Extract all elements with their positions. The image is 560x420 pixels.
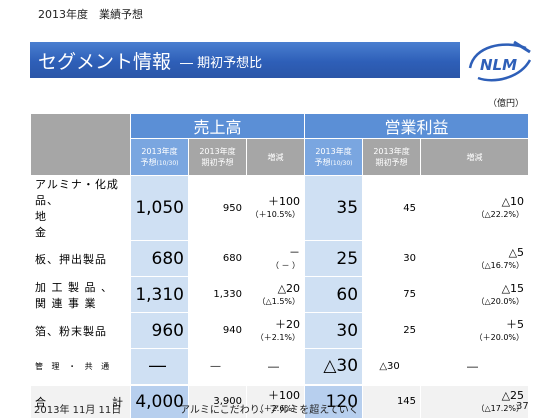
profit-forecast-value: 60 — [304, 276, 364, 313]
sales-forecast-value: 960 — [130, 312, 189, 349]
top-label: 2013年度 業績予想 — [38, 8, 143, 21]
table-row: 管 理 ・ 共 通 ― ― ― △30 △30 ― — [30, 348, 530, 385]
profit-change-value: △5 （△16.7%） — [420, 240, 530, 277]
sales-forecast-value: 1,310 — [130, 276, 189, 313]
profit-forecast-value: 25 — [304, 240, 364, 277]
col-sales-forecast: 2013年度 予想(10/30) — [130, 138, 189, 176]
sub-header-row: 2013年度 予想(10/30) 2013年度 期初予想 増減 2013年度 予想… — [31, 138, 530, 176]
profit-change-value: △10 （△22.2%） — [420, 175, 530, 241]
profit-initial-value: 75 — [362, 276, 422, 313]
sales-change-value: －（ － ） — [245, 240, 306, 277]
profit-change-value: ― — [420, 348, 530, 385]
segment-table: 売上高 営業利益 2013年度 予想(10/30) 2013年度 期初予想 増減 … — [30, 113, 530, 419]
sales-initial-value: ― — [188, 348, 247, 385]
group-profit: 営業利益 — [304, 113, 530, 139]
sales-initial-value: 680 — [188, 240, 247, 277]
profit-initial-value: 30 — [362, 240, 422, 277]
unit-label: （億円） — [488, 99, 525, 109]
title-bar: セグメント情報 ― 期初予想比 — [30, 42, 460, 78]
sales-change-value: ＋20 （＋2.1%） — [245, 312, 306, 349]
table-row: 加 工 製 品 、関 連 事 業 1,310 1,330 △20 （△1.5%） … — [30, 276, 530, 313]
page-title: セグメント情報 — [38, 51, 172, 73]
col-profit-change: 増減 — [420, 138, 530, 176]
col-sales-initial: 2013年度 期初予想 — [188, 138, 247, 176]
total-profit-initial: 145 — [362, 383, 422, 419]
sales-initial-value: 940 — [188, 312, 247, 349]
row-label: 箔、粉末製品 — [30, 312, 131, 349]
total-profit-forecast: 120 — [304, 383, 364, 419]
total-sales-forecast: 4,000 — [130, 383, 189, 419]
col-profit-forecast: 2013年度 予想(10/30) — [304, 138, 364, 176]
profit-forecast-value: △30 — [304, 348, 364, 385]
total-row: 合計 4,000 3,900 ＋100 （＋2.6%） 120 145 △25 （△… — [30, 383, 530, 419]
profit-initial-value: 45 — [362, 175, 422, 241]
group-sales: 売上高 — [129, 113, 306, 139]
company-logo: NLM — [464, 40, 536, 84]
col-profit-initial: 2013年度 期初予想 — [362, 138, 422, 176]
profit-initial-value: △30 — [362, 348, 422, 385]
sales-change-value: △20 （△1.5%） — [245, 276, 306, 313]
row-label: 管 理 ・ 共 通 — [30, 348, 131, 385]
footer-date: 2013年 11月 11日 — [34, 405, 122, 416]
sales-forecast-value: 1,050 — [130, 175, 189, 241]
col-sales-change: 増減 — [245, 138, 306, 176]
table-row: 箔、粉末製品 960 940 ＋20 （＋2.1%） 30 25 ＋5 （＋20.0… — [30, 312, 530, 349]
row-label: 板、押出製品 — [30, 240, 131, 277]
sales-forecast-value: ― — [130, 348, 189, 385]
total-profit-change: △25 （△17.2%） — [420, 383, 530, 419]
profit-change-value: △15 （△20.0%） — [420, 276, 530, 313]
row-label: アルミナ・化成品、地 金 — [30, 175, 131, 241]
footer-slogan: アルミにこだわり、アルミを超えていく — [180, 405, 359, 416]
profit-change-value: ＋5 （＋20.0%） — [420, 312, 530, 349]
row-label: 加 工 製 品 、関 連 事 業 — [30, 276, 131, 313]
sales-initial-value: 950 — [188, 175, 247, 241]
profit-forecast-value: 30 — [304, 312, 364, 349]
profit-forecast-value: 35 — [304, 175, 364, 241]
sales-change-value: ＋100 （＋10.5%） — [245, 175, 306, 241]
table-row: アルミナ・化成品、地 金 1,050 950 ＋100 （＋10.5%） 35 4… — [30, 175, 530, 241]
logo-text: NLM — [480, 56, 517, 74]
page-subtitle: ― 期初予想比 — [180, 56, 263, 71]
sales-change-value: ― — [245, 348, 306, 385]
table-row: 板、押出製品 680 680 －（ － ） 25 30 △5 （△16.7%） — [30, 240, 530, 277]
page-number: 37 — [516, 401, 529, 412]
sales-initial-value: 1,330 — [188, 276, 247, 313]
total-sales-change: ＋100 （＋2.6%） — [245, 383, 306, 419]
sales-forecast-value: 680 — [130, 240, 189, 277]
profit-initial-value: 25 — [362, 312, 422, 349]
corner-cell — [30, 113, 131, 176]
group-header-row: 売上高 営業利益 — [30, 113, 530, 176]
total-label: 合計 — [30, 383, 131, 419]
